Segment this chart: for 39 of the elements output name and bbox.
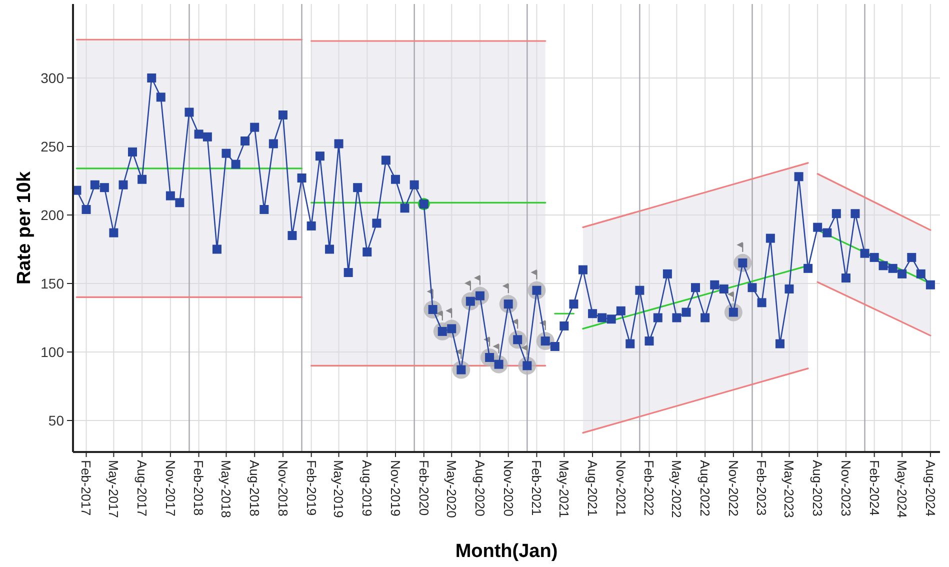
x-tick-label: Aug-2018 — [247, 460, 262, 516]
x-tick-label: Aug-2024 — [922, 460, 938, 516]
y-tick-label: 50 — [48, 412, 64, 428]
x-tick-label: Feb-2019 — [304, 460, 319, 516]
x-tick-label: Nov-2019 — [388, 460, 403, 516]
x-tick-label: Nov-2022 — [726, 460, 741, 516]
x-tick-label: Feb-2018 — [191, 460, 206, 516]
y-axis-title: Rate per 10k — [14, 171, 35, 285]
x-tick-label: Feb-2021 — [529, 460, 544, 516]
x-tick-label: Nov-2021 — [613, 460, 628, 516]
x-tick-label: Nov-2023 — [838, 460, 854, 516]
x-tick-label: Feb-2023 — [754, 460, 770, 516]
x-tick-label: Aug-2022 — [698, 460, 713, 516]
x-tick-label: Feb-2022 — [642, 460, 657, 516]
x-tick-label: Aug-2023 — [810, 460, 826, 516]
x-tick-label: Nov-2017 — [162, 460, 178, 516]
y-tick-label: 300 — [40, 70, 64, 86]
x-tick-label: Feb-2017 — [78, 460, 94, 516]
x-tick-label: May-2022 — [669, 460, 684, 518]
x-tick-label: May-2019 — [331, 460, 346, 518]
x-tick-label: Feb-2024 — [866, 460, 882, 516]
x-tick-label: May-2017 — [106, 460, 122, 518]
x-axis-title: Month(Jan) — [455, 541, 558, 562]
y-tick-label: 200 — [40, 206, 64, 223]
x-tick-label: May-2021 — [556, 460, 572, 518]
x-tick-label: Aug-2020 — [472, 460, 488, 516]
x-tick-label: Aug-2021 — [584, 460, 600, 516]
x-tick-label: Nov-2018 — [275, 460, 290, 516]
x-tick-label: Aug-2017 — [134, 460, 150, 516]
y-tick-label: 100 — [40, 344, 64, 360]
x-tick-label: May-2018 — [218, 460, 234, 518]
x-tick-label: May-2024 — [894, 460, 910, 518]
x-tick-label: Aug-2019 — [360, 460, 375, 516]
x-tick-label: Nov-2020 — [500, 460, 516, 516]
x-tick-label: May-2023 — [782, 460, 797, 518]
y-tick-label: 250 — [40, 138, 64, 154]
y-tick-label: 150 — [40, 275, 64, 292]
x-tick-label: May-2020 — [444, 460, 460, 518]
x-tick-label: Feb-2020 — [416, 460, 432, 516]
